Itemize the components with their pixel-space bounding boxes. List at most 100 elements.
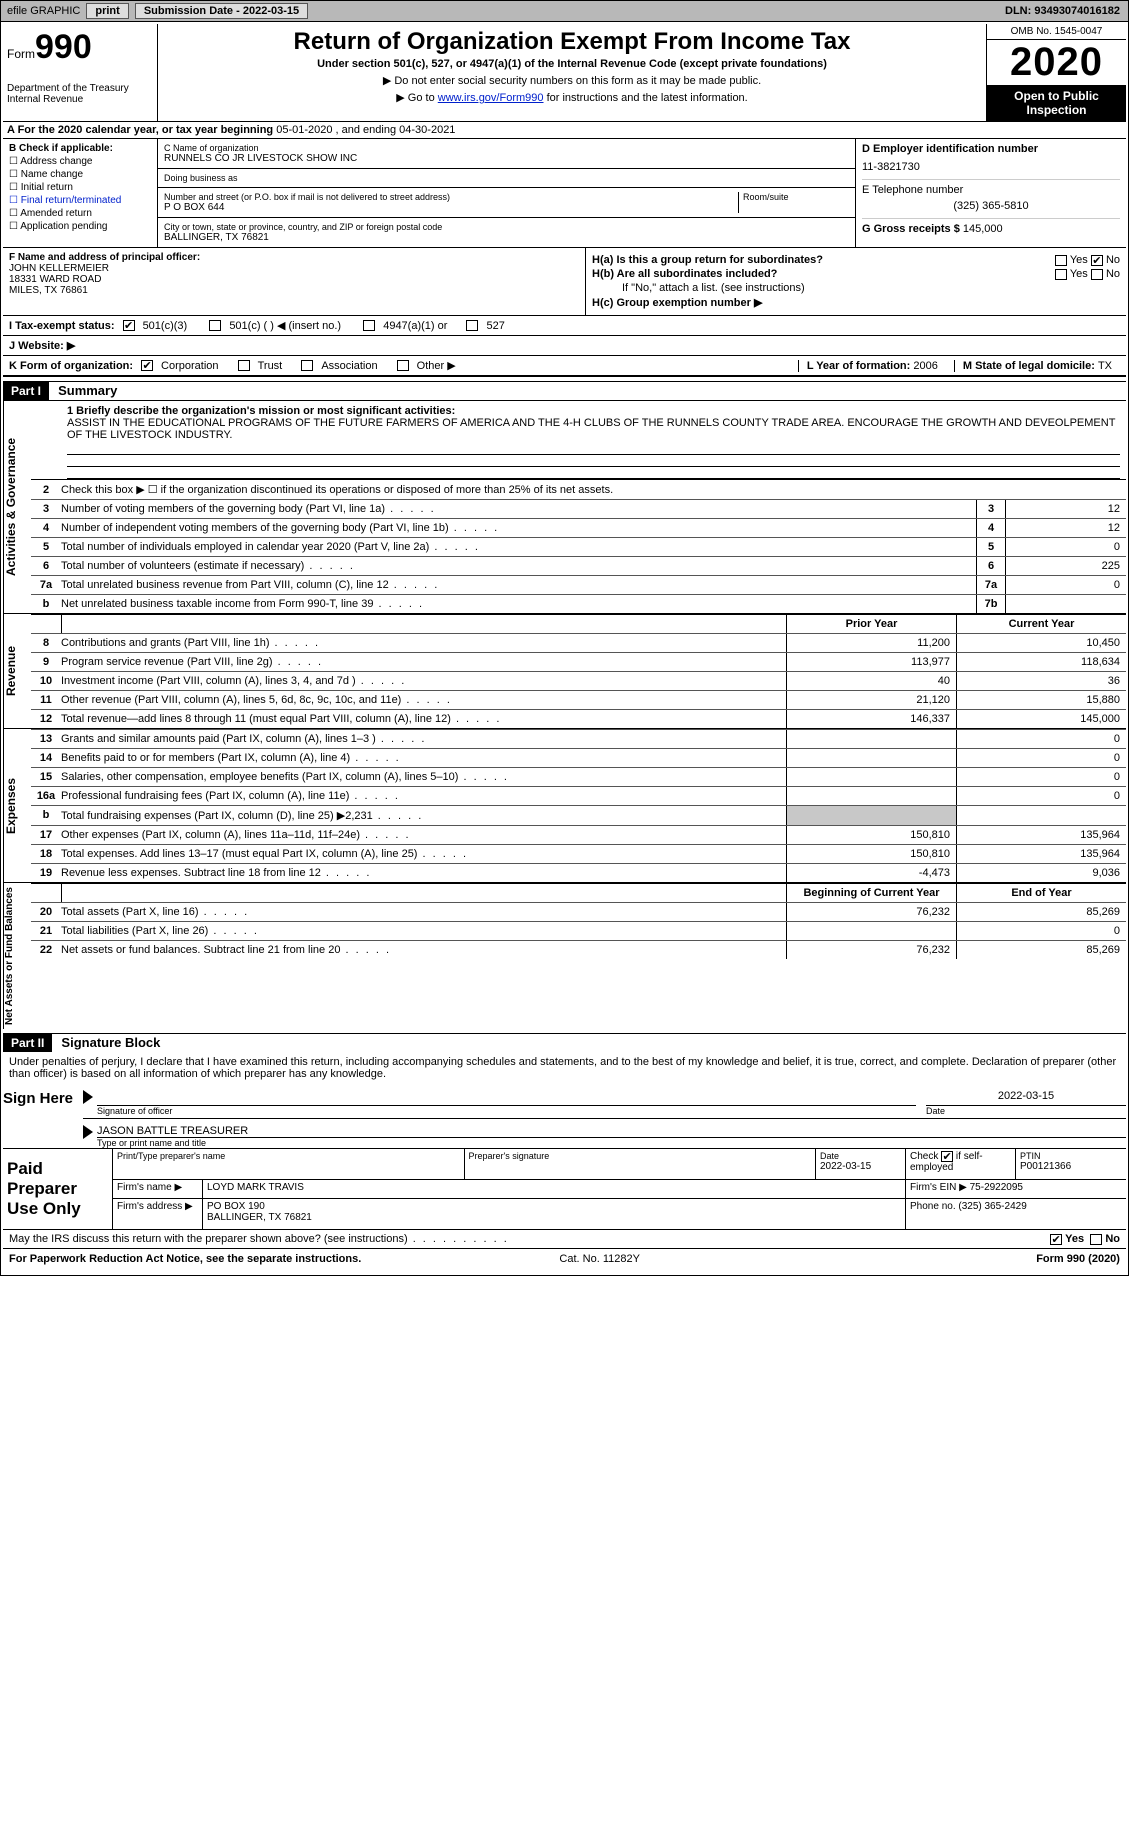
row-text: Program service revenue (Part VIII, line… bbox=[61, 653, 786, 671]
cb-other[interactable] bbox=[397, 360, 409, 371]
submission-date-value: 2022-03-15 bbox=[243, 5, 299, 17]
o-4947: 4947(a)(1) or bbox=[383, 320, 447, 332]
ein-value: 11-3821730 bbox=[862, 161, 1120, 173]
fin-row: 9 Program service revenue (Part VIII, li… bbox=[31, 652, 1126, 671]
current-value: 36 bbox=[956, 672, 1126, 690]
row-text: Total revenue—add lines 8 through 11 (mu… bbox=[61, 710, 786, 728]
hc-label: H(c) Group exemption number ▶ bbox=[592, 296, 762, 309]
line-i-label: I Tax-exempt status: bbox=[9, 320, 115, 332]
row-num: 20 bbox=[31, 903, 61, 921]
ha-yes-box[interactable] bbox=[1055, 255, 1067, 266]
prior-value: 11,200 bbox=[786, 634, 956, 652]
row-text: Net assets or fund balances. Subtract li… bbox=[61, 941, 786, 959]
o-assoc: Association bbox=[321, 360, 377, 372]
row-text: Total assets (Part X, line 16) bbox=[61, 903, 786, 921]
vlabel-net: Net Assets or Fund Balances bbox=[3, 883, 31, 1029]
cb-corp[interactable] bbox=[141, 360, 153, 371]
gov-row: 4 Number of independent voting members o… bbox=[31, 518, 1126, 537]
cb-name-change[interactable]: ☐ Name change bbox=[9, 169, 151, 180]
cb-4947[interactable] bbox=[363, 320, 375, 331]
row-text: Professional fundraising fees (Part IX, … bbox=[61, 787, 786, 805]
current-value: 118,634 bbox=[956, 653, 1126, 671]
header-block-bcde: B Check if applicable: ☐ Address change … bbox=[3, 139, 1126, 247]
row-num: 6 bbox=[31, 557, 61, 575]
prep-sig-hdr: Preparer's signature bbox=[469, 1151, 812, 1161]
row-text: Total expenses. Add lines 13–17 (must eq… bbox=[61, 845, 786, 863]
row-num: 16a bbox=[31, 787, 61, 805]
vlabel-expenses: Expenses bbox=[3, 729, 31, 882]
discuss-no-box[interactable] bbox=[1090, 1234, 1102, 1245]
current-value: 0 bbox=[956, 730, 1126, 748]
box-c: C Name of organization RUNNELS CO JR LIV… bbox=[158, 139, 856, 247]
row-boxnum: 4 bbox=[976, 519, 1006, 537]
officer-sig-line[interactable] bbox=[97, 1090, 916, 1106]
fin-row: 17 Other expenses (Part IX, column (A), … bbox=[31, 825, 1126, 844]
form-number: Form990 bbox=[7, 28, 153, 67]
firm-phone: (325) 365-2429 bbox=[958, 1201, 1026, 1212]
row-text: Grants and similar amounts paid (Part IX… bbox=[61, 730, 786, 748]
row-value: 225 bbox=[1006, 557, 1126, 575]
cb-self-employed[interactable] bbox=[941, 1151, 953, 1162]
row-num: 8 bbox=[31, 634, 61, 652]
discuss-yes-box[interactable] bbox=[1050, 1234, 1062, 1245]
row-boxnum: 7b bbox=[976, 595, 1006, 613]
fin-row: 8 Contributions and grants (Part VIII, l… bbox=[31, 633, 1126, 652]
row-text: Total liabilities (Part X, line 26) bbox=[61, 922, 786, 940]
period-mid: , and ending bbox=[332, 124, 399, 136]
cb-amended[interactable]: ☐ Amended return bbox=[9, 208, 151, 219]
cb-app-pending[interactable]: ☐ Application pending bbox=[9, 221, 151, 232]
row-num: 21 bbox=[31, 922, 61, 940]
part-ii-header: Part II Signature Block bbox=[3, 1033, 1126, 1052]
cb-trust[interactable] bbox=[238, 360, 250, 371]
row-num: 3 bbox=[31, 500, 61, 518]
row-text: Other revenue (Part VIII, column (A), li… bbox=[61, 691, 786, 709]
officer-addr1: 18331 WARD ROAD bbox=[9, 274, 101, 285]
form-subtitle: Under section 501(c), 527, or 4947(a)(1)… bbox=[164, 58, 980, 70]
cb-assoc[interactable] bbox=[301, 360, 313, 371]
row-boxnum: 6 bbox=[976, 557, 1006, 575]
prior-value bbox=[786, 749, 956, 767]
hb-yes-box[interactable] bbox=[1055, 269, 1067, 280]
line-j: J Website: ▶ bbox=[3, 335, 1126, 355]
submission-date-label: Submission Date - bbox=[144, 5, 243, 17]
prior-value bbox=[786, 768, 956, 786]
sign-here-row: Sign Here Signature of officer 2022-03-1… bbox=[3, 1090, 1126, 1148]
cb-initial-return[interactable]: ☐ Initial return bbox=[9, 182, 151, 193]
prior-value: 21,120 bbox=[786, 691, 956, 709]
cb-501c3[interactable] bbox=[123, 320, 135, 331]
row-num: 10 bbox=[31, 672, 61, 690]
cb-501c[interactable] bbox=[209, 320, 221, 331]
hb-no-box[interactable] bbox=[1091, 269, 1103, 280]
row-num: 12 bbox=[31, 710, 61, 728]
sig-date: 2022-03-15 bbox=[926, 1090, 1126, 1106]
mission-blank-line bbox=[67, 455, 1120, 467]
row-text: Net unrelated business taxable income fr… bbox=[61, 595, 976, 613]
line-j-label: J Website: ▶ bbox=[9, 340, 75, 352]
line-klm: K Form of organization: Corporation Trus… bbox=[3, 355, 1126, 377]
cb-final-return[interactable]: ☐ Final return/terminated bbox=[9, 195, 151, 206]
ha-no-box[interactable] bbox=[1091, 255, 1103, 266]
current-year-hdr: Current Year bbox=[956, 615, 1126, 633]
o-527: 527 bbox=[486, 320, 504, 332]
footer-left: For Paperwork Reduction Act Notice, see … bbox=[9, 1253, 361, 1265]
gross-value: 145,000 bbox=[963, 223, 1003, 235]
firm-addr-lbl: Firm's address ▶ bbox=[113, 1199, 203, 1229]
dept-treasury: Department of the Treasury Internal Reve… bbox=[7, 83, 153, 105]
pointer-icon bbox=[83, 1090, 93, 1104]
firm-name-lbl: Firm's name ▶ bbox=[113, 1180, 203, 1199]
form990-link[interactable]: www.irs.gov/Form990 bbox=[438, 92, 544, 104]
form-prefix: Form bbox=[7, 47, 35, 61]
current-value: 0 bbox=[956, 768, 1126, 786]
cb-address-change[interactable]: ☐ Address change bbox=[9, 156, 151, 167]
print-button[interactable]: print bbox=[86, 3, 128, 19]
fin-row: 20 Total assets (Part X, line 16) 76,232… bbox=[31, 902, 1126, 921]
row-text: Contributions and grants (Part VIII, lin… bbox=[61, 634, 786, 652]
prior-value bbox=[786, 806, 956, 825]
fin-row: 18 Total expenses. Add lines 13–17 (must… bbox=[31, 844, 1126, 863]
gov-row: 6 Total number of volunteers (estimate i… bbox=[31, 556, 1126, 575]
period-start: 05-01-2020 bbox=[276, 124, 332, 136]
officer-addr2: MILES, TX 76861 bbox=[9, 285, 88, 296]
box-h: H(a) Is this a group return for subordin… bbox=[586, 248, 1126, 315]
cb-527[interactable] bbox=[466, 320, 478, 331]
pointer-icon bbox=[83, 1125, 93, 1139]
